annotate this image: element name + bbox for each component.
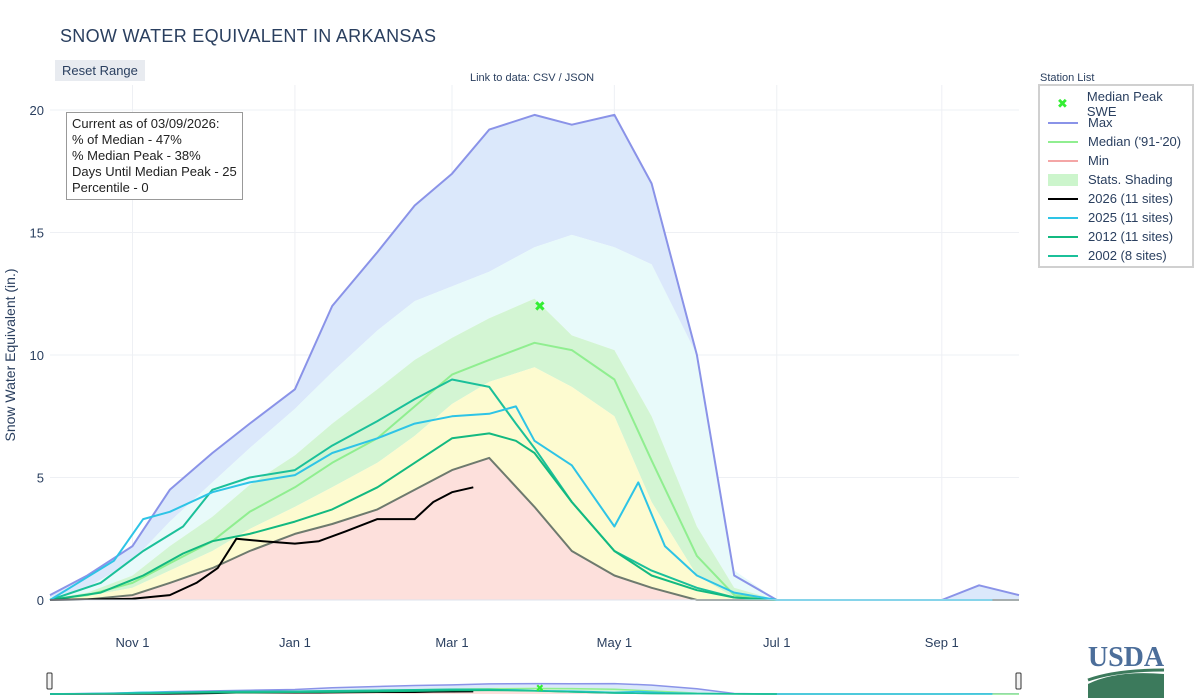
series-line-2025: [49, 405, 993, 601]
legend: ✖ Median Peak SWE Max Median ('91-'20) Min St…: [1038, 84, 1194, 268]
stats-box: Current as of 03/09/2026: % of Median - …: [66, 112, 243, 200]
legend-item-label: Median ('91-'20): [1088, 134, 1182, 149]
reset-range-button[interactable]: Reset Range: [55, 60, 145, 81]
stats-percentile: Percentile - 0: [72, 180, 149, 195]
legend-swatch: [1048, 116, 1078, 130]
range-series-line: [49, 688, 777, 695]
legend-swatch: [1048, 249, 1078, 263]
legend-item[interactable]: Median ('91-'20): [1048, 132, 1181, 151]
legend-swatch: [1048, 135, 1078, 149]
legend-item-label: Min: [1088, 153, 1109, 168]
y-tick-label: 5: [37, 471, 44, 486]
legend-item[interactable]: 2026 (11 sites): [1048, 189, 1173, 208]
range-handle-left[interactable]: [46, 672, 53, 690]
x-tick-label: May 1: [597, 635, 632, 650]
series-line-2002: [49, 378, 777, 601]
range-median-peak-marker: ✖: [536, 684, 544, 695]
stats-days-until-peak: Days Until Median Peak - 25: [72, 164, 237, 179]
y-tick-label: 20: [30, 103, 44, 118]
stats-pct-median-peak: % Median Peak - 38%: [72, 148, 201, 163]
y-tick-label: 0: [37, 593, 44, 608]
legend-item[interactable]: ✖ Median Peak SWE: [1048, 89, 1192, 119]
legend-item[interactable]: 2002 (8 sites): [1048, 246, 1167, 265]
x-tick-label: Jul 1: [763, 635, 790, 650]
stats-current-date: Current as of 03/09/2026:: [72, 116, 220, 131]
series-line-2012: [49, 432, 777, 601]
legend-item[interactable]: Max: [1048, 113, 1113, 132]
legend-item-label: Stats. Shading: [1088, 172, 1173, 187]
legend-item[interactable]: 2025 (11 sites): [1048, 208, 1173, 227]
p90-band: [50, 234, 1019, 600]
legend-item[interactable]: Stats. Shading: [1048, 170, 1173, 189]
legend-item-label: 2026 (11 sites): [1088, 191, 1174, 206]
legend-swatch: [1048, 154, 1078, 168]
range-handle-right[interactable]: [1015, 672, 1022, 690]
legend-swatch: [1048, 230, 1078, 244]
page-title: SNOW WATER EQUIVALENT IN ARKANSAS: [60, 26, 437, 46]
legend-item-label: Max: [1088, 115, 1113, 130]
legend-swatch: [1048, 192, 1078, 206]
legend-swatch: [1048, 211, 1078, 225]
y-tick-label: 10: [30, 348, 44, 363]
x-tick-label: Nov 1: [116, 635, 150, 650]
series-line-2026: [49, 486, 474, 601]
data-link[interactable]: Link to data: CSV / JSON: [470, 72, 595, 84]
legend-item-label: 2012 (11 sites): [1088, 229, 1174, 244]
legend-item-label: 2025 (11 sites): [1088, 210, 1174, 225]
p50-band: [50, 367, 1019, 600]
svg-text:USDA: USDA: [1088, 642, 1165, 673]
x-tick-label: Sep 1: [925, 635, 959, 650]
usda-logo: USDA: [1087, 642, 1165, 698]
stats-pct-median: % of Median - 47%: [72, 132, 182, 147]
x-marker-icon: ✖: [1056, 95, 1068, 111]
p70-band: [50, 298, 1019, 600]
x-tick-label: Jan 1: [279, 635, 311, 650]
legend-item[interactable]: 2012 (11 sites): [1048, 227, 1173, 246]
min-band: [50, 457, 1019, 600]
y-axis-label: Snow Water Equivalent (in.): [2, 269, 18, 442]
legend-item-label: Median Peak SWE: [1086, 88, 1163, 119]
station-list-link[interactable]: Station List: [1040, 72, 1095, 84]
y-tick-label: 15: [30, 226, 44, 241]
legend-swatch: [1048, 173, 1078, 187]
x-tick-label: Mar 1: [435, 635, 468, 650]
median-peak-marker: ✖: [534, 298, 546, 314]
max-band: [50, 114, 1019, 601]
legend-item-label: 2002 (8 sites): [1088, 248, 1167, 263]
legend-item[interactable]: Min: [1048, 151, 1109, 170]
